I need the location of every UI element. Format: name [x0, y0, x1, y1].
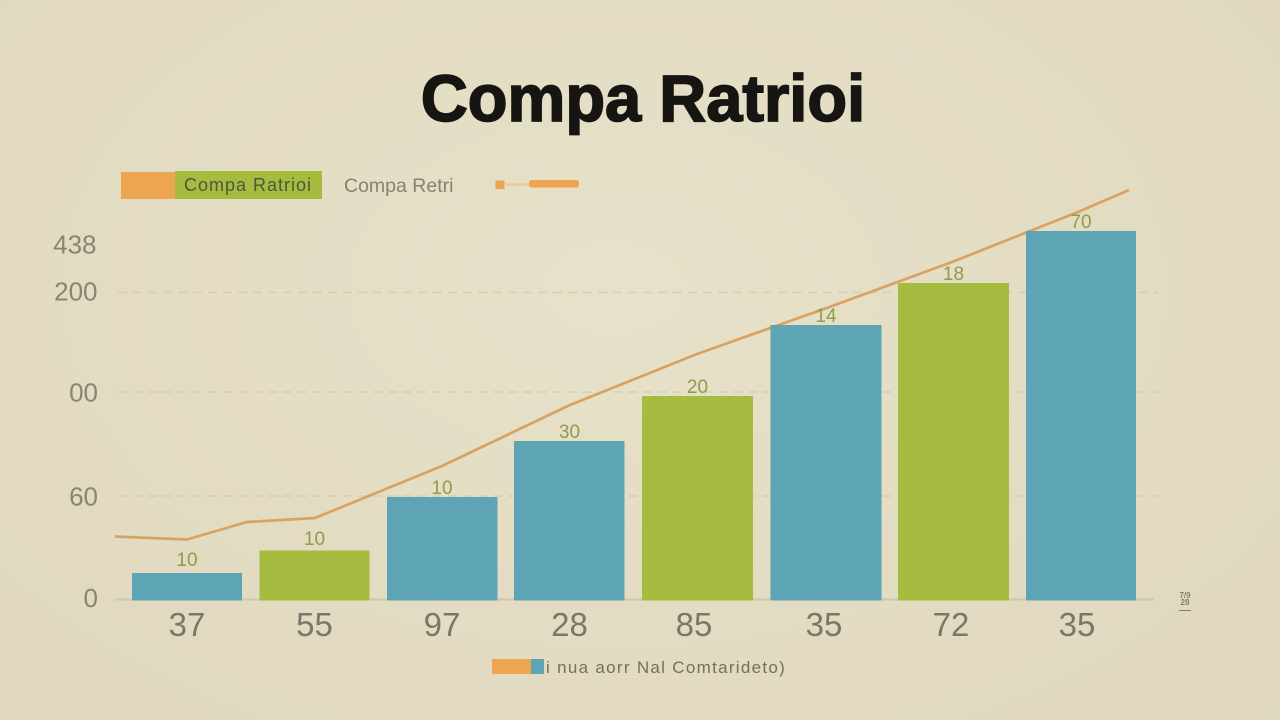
svg-text:0: 0: [84, 583, 98, 613]
svg-text:28: 28: [551, 606, 588, 643]
svg-text:14: 14: [815, 306, 837, 327]
svg-text:55: 55: [296, 606, 333, 643]
svg-text:35: 35: [1059, 606, 1096, 643]
svg-text:70: 70: [1070, 212, 1091, 233]
svg-text:10: 10: [431, 478, 452, 499]
svg-text:35: 35: [806, 606, 843, 643]
svg-text:18: 18: [943, 264, 964, 285]
svg-text:60: 60: [69, 482, 98, 512]
svg-text:200: 200: [54, 277, 97, 307]
svg-text:438: 438: [53, 230, 96, 260]
svg-text:30: 30: [559, 422, 580, 443]
svg-text:37: 37: [169, 606, 206, 643]
svg-text:85: 85: [676, 606, 713, 643]
svg-text:97: 97: [424, 606, 461, 643]
svg-text:20: 20: [687, 377, 708, 398]
svg-text:10: 10: [176, 550, 197, 571]
svg-text:72: 72: [933, 606, 970, 643]
svg-text:00: 00: [69, 378, 98, 408]
svg-text:10: 10: [304, 529, 325, 550]
